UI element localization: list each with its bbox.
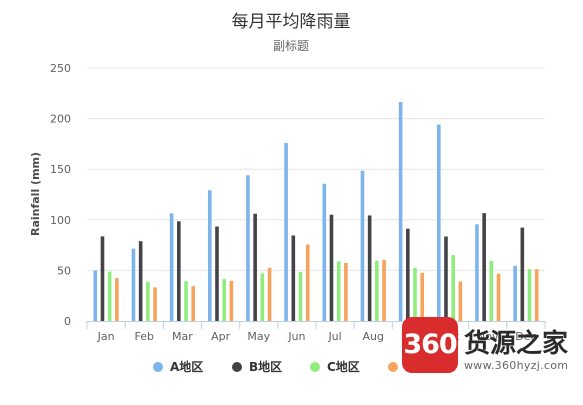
y-axis-label: Rainfall (mm) — [29, 152, 42, 236]
x-tick-label: Mar — [172, 330, 193, 343]
bar — [360, 170, 365, 321]
x-tick-label: Apr — [211, 330, 231, 343]
bar — [513, 265, 517, 321]
bar — [482, 213, 486, 321]
chart-subtitle: 副标题 — [273, 39, 309, 53]
y-tick-label: 0 — [64, 315, 71, 328]
y-tick-label: 250 — [50, 62, 71, 75]
bar — [115, 278, 119, 321]
bars — [93, 102, 539, 321]
watermark-logo: 360 货源之家 www.360hyzj.com — [400, 313, 583, 379]
bar — [131, 248, 136, 321]
legend: A地区B地区C地区D地区 — [153, 359, 439, 374]
bar — [489, 260, 494, 321]
bar — [284, 142, 288, 321]
legend-label: B地区 — [249, 359, 282, 374]
bar — [169, 213, 174, 321]
bar — [406, 228, 410, 321]
axes: 050100150200250JanFebMarAprMayJunJulAugS… — [50, 62, 546, 343]
bar — [222, 279, 226, 321]
bar — [267, 267, 272, 321]
bar — [215, 226, 219, 321]
watermark-url: www.360hyzj.com — [464, 359, 569, 372]
bar — [93, 270, 98, 321]
bar — [138, 241, 143, 321]
bar — [436, 124, 441, 321]
legend-marker — [310, 362, 320, 372]
bar — [451, 255, 455, 321]
bar — [305, 244, 310, 321]
y-tick-label: 150 — [50, 163, 71, 176]
legend-label: C地区 — [327, 359, 360, 374]
bar — [527, 269, 532, 321]
watermark-badge: 360 — [402, 317, 458, 373]
bar — [298, 272, 303, 321]
bar — [398, 102, 403, 321]
bar — [375, 260, 379, 321]
x-tick-label: Jun — [287, 330, 305, 343]
x-tick-label: Aug — [363, 330, 384, 343]
bar — [207, 190, 212, 321]
x-tick-label: Jul — [327, 330, 341, 343]
bar — [458, 281, 463, 321]
bar — [329, 214, 334, 321]
bar — [177, 221, 181, 321]
chart-title: 每月平均降雨量 — [232, 12, 351, 32]
bar — [291, 235, 296, 321]
bar — [322, 183, 327, 321]
bar — [107, 271, 112, 321]
bar — [153, 287, 157, 321]
bar — [534, 269, 539, 321]
grid-lines — [87, 67, 545, 271]
x-tick-label: May — [247, 330, 270, 343]
bar — [367, 215, 372, 321]
legend-marker — [153, 362, 163, 372]
bar — [253, 213, 257, 321]
bar — [100, 236, 105, 321]
bar — [413, 267, 417, 321]
y-tick-label: 50 — [57, 264, 71, 277]
legend-marker — [388, 362, 398, 372]
y-tick-label: 200 — [50, 113, 71, 126]
x-tick-label: Nov — [477, 330, 499, 343]
bar — [146, 281, 150, 321]
bar — [475, 224, 479, 321]
x-tick-label: Dec — [515, 330, 536, 343]
bar — [184, 281, 188, 321]
x-tick-label: Feb — [135, 330, 154, 343]
bar — [344, 262, 348, 321]
bar — [336, 261, 341, 321]
bar — [246, 175, 250, 321]
bar — [191, 286, 196, 321]
y-tick-label: 100 — [50, 214, 71, 227]
bar — [420, 272, 425, 321]
legend-marker — [232, 362, 242, 372]
watermark-title: 货源之家 — [464, 329, 569, 359]
bar — [229, 280, 234, 321]
bar — [496, 273, 501, 321]
bar — [382, 259, 386, 321]
bar — [260, 273, 265, 321]
x-tick-label: Jan — [97, 330, 115, 343]
legend-label: A地区 — [170, 359, 203, 374]
bar — [520, 227, 525, 321]
bar — [444, 236, 448, 321]
